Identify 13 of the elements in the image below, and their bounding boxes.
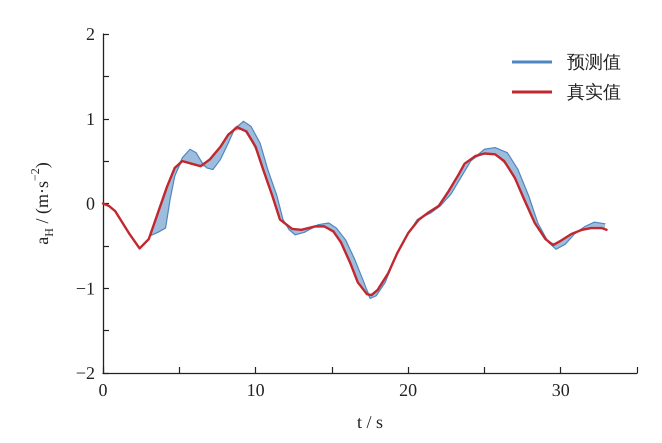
y-tick-label: 2: [86, 24, 95, 44]
x-tick-label: 30: [552, 380, 570, 400]
y-axis-title: aH / (m·s−2): [28, 162, 56, 245]
x-tick-label: 20: [399, 380, 418, 400]
y-tick-label: 1: [86, 108, 95, 129]
legend-label: 预测值: [567, 52, 621, 72]
y-tick-label: −2: [76, 363, 95, 383]
x-axis-title: t / s: [356, 412, 384, 432]
legend-label: 真实值: [567, 82, 621, 102]
y-tick-label: −1: [76, 278, 95, 298]
y-tick-label: 0: [86, 194, 95, 214]
x-tick-label: 0: [98, 380, 108, 400]
x-tick-label: 10: [246, 380, 265, 400]
